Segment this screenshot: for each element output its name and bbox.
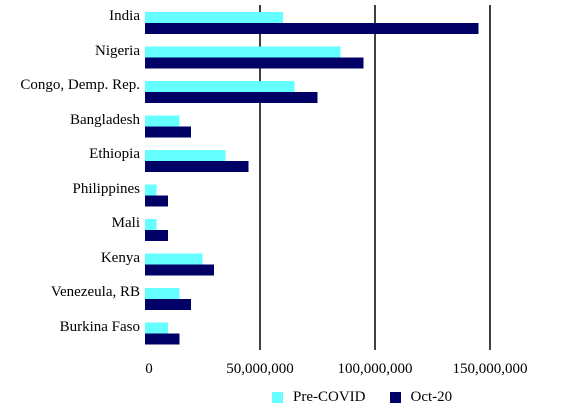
category-label: Mali <box>111 215 140 231</box>
bar-oct-20-0 <box>145 23 479 34</box>
bar-pre-covid-9 <box>145 322 168 334</box>
bar-oct-20-1 <box>145 57 364 69</box>
x-tick-label: 50,000,000 <box>226 361 294 377</box>
legend-label: Pre-COVID <box>293 389 366 405</box>
bar-pre-covid-0 <box>145 12 283 23</box>
bar-oct-20-6 <box>145 230 168 241</box>
category-label: Congo, Demp. Rep. <box>20 77 140 93</box>
legend-item-oct-20: Oct-20 <box>389 388 453 406</box>
category-label: Kenya <box>100 249 140 266</box>
bar-oct-20-3 <box>145 126 191 138</box>
category-label: Bangladesh <box>70 111 140 128</box>
chart-legend: Pre-COVID Oct-20 <box>272 388 476 406</box>
category-label: Ethiopia <box>89 146 140 162</box>
legend-swatch <box>272 391 283 403</box>
bar-pre-covid-7 <box>145 253 203 265</box>
bar-pre-covid-5 <box>145 184 157 196</box>
bar-oct-20-8 <box>145 299 191 310</box>
bar-oct-20-2 <box>145 92 318 103</box>
bar-oct-20-9 <box>145 333 180 345</box>
legend-label: Oct-20 <box>410 389 453 405</box>
legend-item-pre-covid: Pre-COVID <box>272 388 366 406</box>
x-tick-label: 100,000,000 <box>337 361 413 377</box>
x-tick-label: 150,000,000 <box>452 361 528 377</box>
bar-oct-20-5 <box>145 195 168 207</box>
legend-swatch <box>389 391 401 403</box>
bar-pre-covid-6 <box>145 219 157 230</box>
category-label: Nigeria <box>95 42 140 59</box>
bar-pre-covid-4 <box>145 150 226 161</box>
bar-pre-covid-1 <box>145 46 341 58</box>
category-label: Philippines <box>72 180 140 197</box>
category-label: Venezeula, RB <box>50 284 140 300</box>
bar-oct-20-7 <box>145 264 214 276</box>
category-label: India <box>109 8 140 24</box>
bar-pre-covid-8 <box>145 288 180 299</box>
x-tick-label: 0 <box>145 361 153 377</box>
bar-pre-covid-3 <box>145 115 180 127</box>
bar-pre-covid-2 <box>145 81 295 92</box>
bar-oct-20-4 <box>145 161 249 172</box>
category-label: Burkina Faso <box>59 318 140 335</box>
